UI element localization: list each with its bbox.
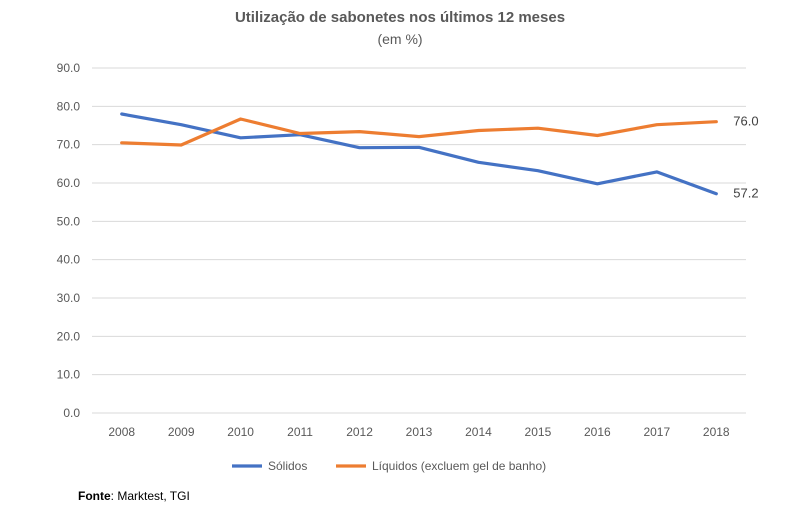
legend-label: Líquidos (excluem gel de banho) (372, 459, 546, 473)
x-tick-label: 2017 (643, 425, 670, 439)
x-tick-label: 2013 (406, 425, 433, 439)
chart-title: Utilização de sabonetes nos últimos 12 m… (235, 9, 565, 26)
x-tick-label: 2018 (703, 425, 730, 439)
series-line (120, 112, 718, 196)
y-axis-ticks: 0.0 10.0 20.0 30.0 40.0 50.0 60.0 70.0 80.0 90.0 (57, 61, 81, 420)
gridlines (92, 67, 746, 414)
x-tick-label: 2012 (346, 425, 373, 439)
x-tick-label: 2010 (227, 425, 254, 439)
y-tick-label: 80.0 (57, 99, 81, 113)
y-tick-label: 20.0 (57, 329, 81, 343)
x-tick-label: 2008 (108, 425, 135, 439)
source-text: : Marktest, TGI (110, 489, 190, 503)
y-tick-label: 50.0 (57, 214, 81, 228)
y-tick-label: 70.0 (57, 138, 81, 152)
y-tick-label: 30.0 (57, 291, 81, 305)
y-tick-label: 0.0 (63, 406, 80, 420)
y-tick-label: 10.0 (57, 368, 81, 382)
y-tick-label: 40.0 (57, 253, 81, 267)
x-tick-label: 2016 (584, 425, 611, 439)
x-tick-label: 2015 (525, 425, 552, 439)
y-tick-label: 90.0 (57, 61, 81, 75)
x-tick-label: 2011 (287, 425, 313, 439)
legend: Sólidos Líquidos (excluem gel de banho) (232, 459, 546, 473)
end-label: 57.2 (733, 186, 758, 201)
series-line (120, 117, 718, 147)
chart-subtitle: (em %) (377, 31, 422, 47)
x-tick-label: 2014 (465, 425, 492, 439)
source-note: Fonte: Marktest, TGI (78, 489, 190, 503)
series-lines (120, 112, 718, 196)
legend-label: Sólidos (268, 459, 307, 473)
source-label: Fonte (78, 489, 111, 503)
end-labels: 57.2 76.0 (733, 114, 758, 201)
y-tick-label: 60.0 (57, 176, 81, 190)
x-axis-ticks: 2008 2009 2010 2011 2012 2013 2014 2015 2016 2017… (108, 425, 730, 439)
x-tick-label: 2009 (168, 425, 195, 439)
end-label: 76.0 (733, 114, 758, 129)
